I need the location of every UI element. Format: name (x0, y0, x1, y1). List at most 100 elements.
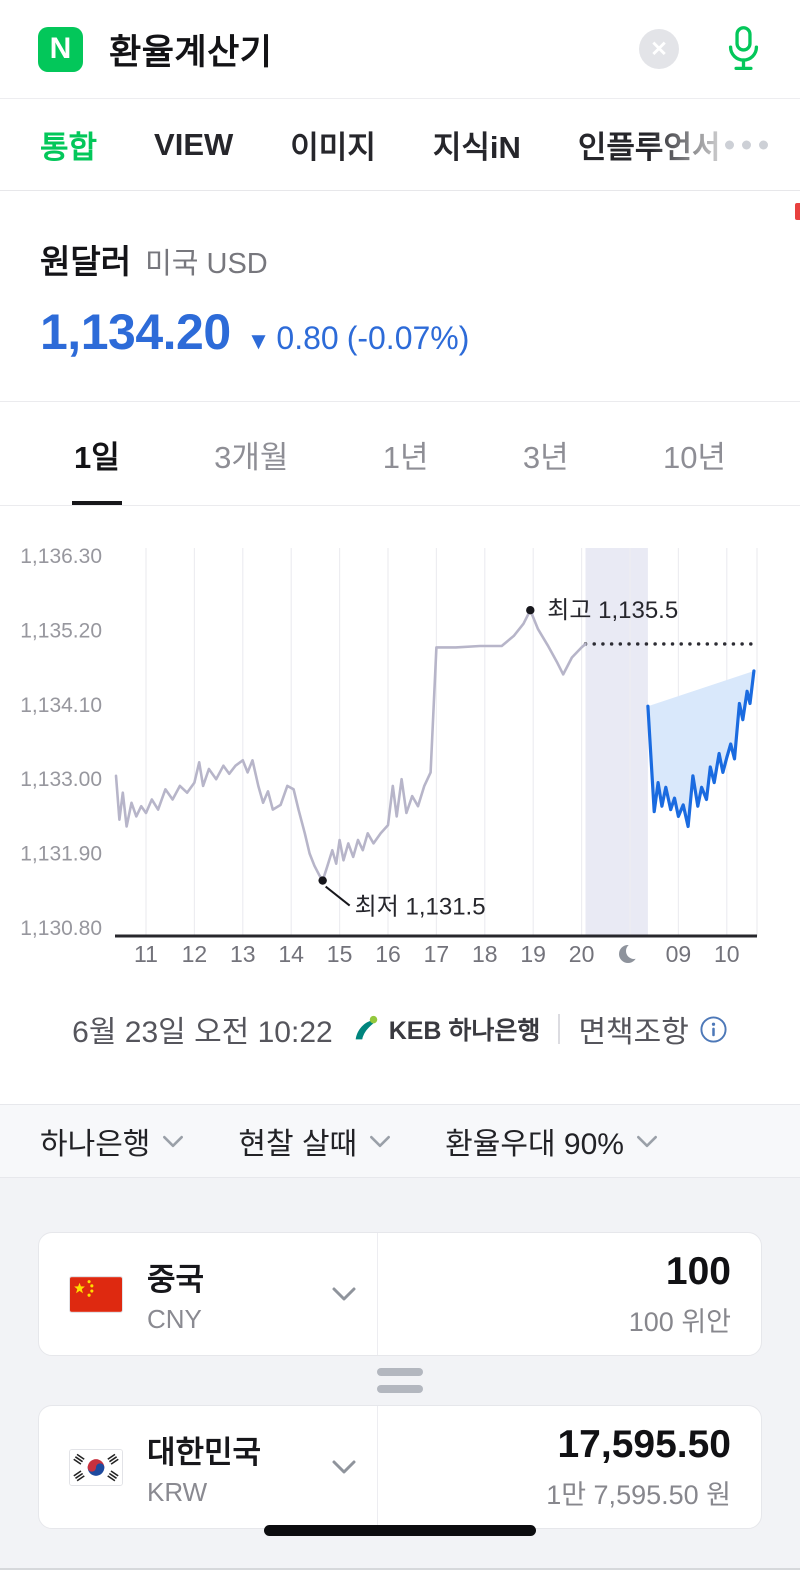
chevron-down-icon (370, 1135, 391, 1147)
scroll-indicator (795, 203, 800, 220)
from-currency-code: CNY (147, 1303, 202, 1334)
rate-option-filters: 하나은행 현찰 살때 환율우대 90% (0, 1104, 800, 1178)
svg-text:1,135.20: 1,135.20 (20, 619, 102, 642)
period-tab[interactable]: 10년 (662, 440, 726, 475)
south-korea-flag-icon (69, 1448, 123, 1486)
svg-text:1,134.10: 1,134.10 (20, 694, 102, 717)
to-currency-code: KRW (147, 1476, 208, 1507)
svg-text:15: 15 (327, 941, 353, 967)
down-arrow-icon: ▼ (246, 328, 271, 355)
ellipsis-dots-icon (725, 140, 734, 149)
svg-text:20: 20 (569, 941, 595, 967)
svg-text:최저 1,131.5: 최저 1,131.5 (355, 894, 486, 921)
currency-card-from: 중국 CNY 100 100 위안 (38, 1232, 762, 1356)
from-amount-caption: 100 위안 (628, 1306, 731, 1337)
home-indicator[interactable] (264, 1525, 536, 1536)
data-provider: KEB 하나은행 (351, 1011, 541, 1047)
filter-dropdown[interactable]: 현찰 살때 (238, 1119, 391, 1163)
disclaimer-label: 면책조항 (578, 1016, 689, 1049)
quote-timestamp: 6월 23일 오전 10:22 (72, 1016, 333, 1049)
filter-dropdown[interactable]: 하나은행 (40, 1119, 184, 1163)
search-tab[interactable]: 지식iN (432, 130, 521, 165)
svg-text:최고 1,135.5: 최고 1,135.5 (547, 597, 678, 624)
period-tab[interactable]: 1일 (72, 402, 122, 505)
info-icon (700, 1015, 727, 1043)
filter-dropdown[interactable]: 환율우대 90% (445, 1119, 658, 1163)
chart-area: 1,136.30 1,135.20 1,134.10 1,133.00 1,131.90… (0, 518, 800, 976)
close-icon: ✕ (650, 37, 668, 61)
from-amount-area[interactable]: 100 100 위안 (378, 1233, 761, 1355)
pair-subtitle: 미국 USD (145, 248, 268, 280)
to-country: 대한민국 (147, 1434, 262, 1470)
clear-search-button[interactable]: ✕ (639, 29, 679, 69)
to-amount-caption: 1만 7,595.50 원 (546, 1479, 731, 1510)
svg-text:17: 17 (424, 941, 450, 967)
filter-label: 현찰 살때 (238, 1128, 358, 1161)
naver-logo[interactable]: N (38, 26, 83, 72)
current-rate: 1,134.20 (40, 304, 231, 360)
chevron-down-icon (332, 1460, 356, 1474)
rate-change: 0.80 (276, 320, 339, 356)
period-tabs: 1일 3개월 1년 3년 10년 (0, 402, 800, 506)
search-input[interactable]: 환율계산기 (109, 32, 273, 72)
svg-text:16: 16 (375, 941, 401, 967)
svg-text:10: 10 (714, 941, 740, 967)
to-currency-selector[interactable]: 대한민국 KRW (39, 1406, 377, 1528)
filter-label: 하나은행 (40, 1128, 151, 1161)
svg-text:1,136.30: 1,136.30 (20, 545, 102, 568)
from-currency-selector[interactable]: 중국 CNY (39, 1233, 377, 1355)
voice-search-button[interactable] (723, 25, 764, 73)
period-tab[interactable]: 3개월 (214, 440, 289, 475)
quote-header: 원달러 미국 USD (40, 235, 760, 283)
exchange-rate-chart: 1,136.30 1,135.20 1,134.10 1,133.00 1,131.90… (20, 545, 758, 967)
period-tab[interactable]: 3년 (522, 440, 569, 475)
keb-hana-bank-logo (355, 1015, 377, 1040)
currency-converter: 중국 CNY 100 100 위안 (0, 1178, 800, 1570)
period-tab[interactable]: 1년 (382, 440, 429, 475)
chart-footer: 6월 23일 오전 10:22 KEB 하나은행 면책조항 (0, 996, 800, 1062)
tab-list: 통합 VIEW 이미지 지식iN 인플루언서 (40, 122, 760, 167)
naver-logo-letter: N (49, 32, 72, 65)
pair-name: 원달러 (40, 243, 132, 280)
screen-bottom-edge (0, 1568, 800, 1570)
svg-text:11: 11 (134, 941, 158, 967)
svg-text:1,131.90: 1,131.90 (20, 843, 102, 866)
more-tabs-button[interactable] (725, 140, 768, 149)
svg-text:19: 19 (520, 941, 546, 967)
svg-text:1,133.00: 1,133.00 (20, 768, 102, 791)
disclaimer-link[interactable]: 면책조항 (578, 1007, 727, 1051)
exchange-quote: 원달러 미국 USD 1,134.20 ▼ 0.80 (-0.07%) (0, 191, 800, 402)
chevron-down-icon (636, 1135, 657, 1147)
currency-card-to: 대한민국 KRW 17,595.50 1만 7,595.50 원 (38, 1405, 762, 1529)
chevron-down-icon (163, 1135, 184, 1147)
to-currency-info: 대한민국 KRW (147, 1427, 261, 1508)
svg-text:18: 18 (472, 941, 498, 967)
from-country: 중국 (147, 1261, 205, 1297)
equals-swap-icon (38, 1368, 762, 1393)
from-currency-info: 중국 CNY (147, 1254, 204, 1335)
to-amount: 17,595.50 (557, 1422, 731, 1466)
microphone-icon (728, 26, 759, 71)
svg-text:12: 12 (182, 941, 208, 967)
rate-change-percent: (-0.07%) (346, 320, 470, 356)
search-tab[interactable]: 이미지 (290, 130, 376, 165)
svg-text:13: 13 (230, 941, 256, 967)
search-tab[interactable]: 통합 (40, 130, 98, 165)
search-category-tabs: 통합 VIEW 이미지 지식iN 인플루언서 (0, 99, 800, 191)
from-amount[interactable]: 100 (665, 1249, 731, 1293)
card-divider (377, 1233, 378, 1355)
svg-text:09: 09 (666, 941, 692, 967)
svg-text:14: 14 (278, 941, 304, 967)
provider-name: KEB 하나은행 (388, 1017, 541, 1045)
filter-label: 환율우대 90% (445, 1128, 624, 1161)
search-header: N 환율계산기 ✕ (0, 0, 800, 99)
chevron-down-icon (332, 1287, 356, 1301)
search-tab[interactable]: 인플루언서 (577, 130, 721, 165)
to-amount-area[interactable]: 17,595.50 1만 7,595.50 원 (378, 1406, 761, 1528)
search-tab[interactable]: VIEW (154, 126, 234, 162)
card-divider (377, 1406, 378, 1528)
china-flag-icon (69, 1275, 123, 1313)
price-row: 1,134.20 ▼ 0.80 (-0.07%) (40, 303, 760, 361)
footer-divider (558, 1014, 561, 1044)
